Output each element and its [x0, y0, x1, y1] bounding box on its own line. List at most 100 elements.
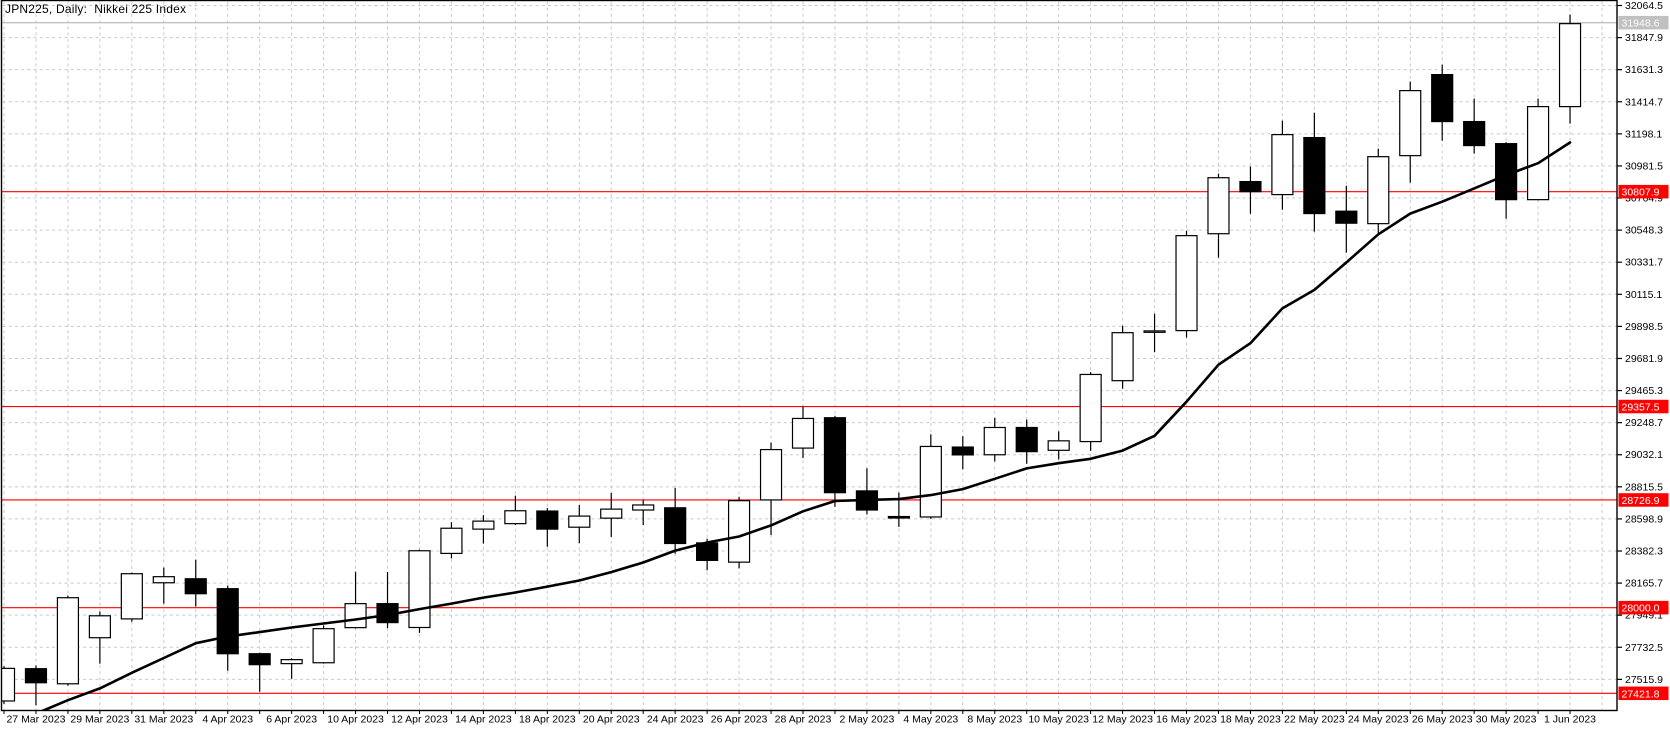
y-axis-label: 31631.3: [1625, 64, 1663, 76]
y-axis-label: 31198.1: [1625, 128, 1662, 140]
candle: [1047, 431, 1070, 460]
candle: [1431, 64, 1454, 141]
current-price-label: 31948.6: [1618, 15, 1669, 30]
candle-body-bullish: [280, 659, 303, 665]
candle-body-bullish: [983, 426, 1006, 456]
candle-body-bearish: [24, 668, 48, 684]
candle: [408, 549, 431, 633]
y-axis-label: 30548.3: [1625, 225, 1663, 237]
candle: [504, 495, 527, 525]
candle: [1111, 325, 1134, 389]
x-axis-label: 18 May 2023: [1220, 714, 1281, 726]
current-price-label-text: 31948.6: [1622, 18, 1660, 30]
candle-body-bullish: [727, 500, 751, 563]
x-axis-label: 12 May 2023: [1092, 714, 1153, 726]
candle: [248, 652, 271, 692]
candle-body-bearish: [1239, 180, 1262, 193]
x-axis-label: 2 May 2023: [839, 714, 894, 726]
x-axis-label: 18 Apr 2023: [519, 714, 576, 726]
candle: [632, 499, 655, 526]
x-axis: 27 Mar 2023 29 Mar 2023 31 Mar 2023 4 Apr 2…: [3, 710, 1596, 726]
x-axis-label: 20 Apr 2023: [583, 714, 640, 726]
price-level-label: 27421.8: [1618, 686, 1669, 700]
candle: [120, 572, 143, 622]
x-axis-label: 1 Jun 2023: [1544, 714, 1596, 726]
candle: [1367, 148, 1390, 234]
candle-body-bullish: [1558, 23, 1582, 108]
chart-title: JPN225, Daily: Nikkei 225 Index: [5, 2, 187, 16]
candle-body-bullish: [759, 448, 783, 501]
x-axis-label: 31 Mar 2023: [134, 714, 193, 726]
candle: [88, 611, 111, 664]
candle-body-bearish: [1335, 210, 1358, 224]
candle: [472, 515, 495, 544]
candle-body-bullish: [1047, 440, 1070, 451]
candle: [1558, 14, 1582, 124]
candle: [1399, 81, 1422, 183]
price-level-label-text: 30807.9: [1622, 187, 1660, 199]
candle-body-bearish: [248, 653, 271, 666]
candle: [1271, 120, 1294, 210]
y-axis-label: 28165.7: [1625, 578, 1663, 590]
candle: [280, 658, 303, 679]
candle: [1015, 419, 1038, 464]
candle-body-bullish: [312, 628, 335, 664]
x-axis-label: 27 Mar 2023: [6, 714, 65, 726]
candle: [1335, 185, 1358, 253]
y-axis-label: 28815.5: [1625, 481, 1663, 493]
candle: [1239, 166, 1262, 214]
candle-body-bearish: [951, 446, 974, 456]
x-axis-label: 10 May 2023: [1028, 714, 1089, 726]
y-axis-label: 29681.9: [1625, 353, 1663, 365]
price-level-label-text: 29357.5: [1622, 402, 1660, 414]
candle-body-bullish: [1175, 235, 1198, 332]
candle-body-bullish: [1, 667, 16, 702]
y-axis-label: 31414.7: [1625, 96, 1663, 108]
y-axis-label: 27732.5: [1625, 642, 1663, 654]
price-level-label-text: 28726.9: [1622, 495, 1660, 507]
candle-body-bullish: [1526, 106, 1550, 201]
x-axis-label: 22 May 2023: [1284, 714, 1345, 726]
x-axis-label: 10 Apr 2023: [327, 714, 384, 726]
candle: [376, 572, 399, 629]
price-level-lines: [1, 191, 1617, 694]
x-axis-label: 24 May 2023: [1348, 714, 1409, 726]
candle-body-bearish: [1015, 426, 1038, 453]
candle-body-bullish: [88, 615, 111, 639]
candle-body-bullish: [919, 445, 942, 518]
candle-body-bullish: [1367, 156, 1390, 225]
y-axis-label: 30981.5: [1625, 160, 1663, 172]
candle-body-bearish: [823, 417, 847, 494]
grid-lines: [2, 1, 1616, 710]
candle: [440, 522, 463, 559]
candle: [791, 406, 815, 459]
candle-body-bearish: [536, 510, 559, 530]
candle-body-bearish: [216, 588, 239, 655]
candle: [536, 508, 559, 547]
candle: [1495, 142, 1518, 219]
candle: [823, 415, 847, 507]
x-axis-label: 29 Mar 2023: [70, 714, 129, 726]
candle-body-bullish: [1079, 373, 1102, 443]
candle: [312, 625, 335, 664]
candle: [568, 504, 591, 544]
x-axis-label: 4 May 2023: [903, 714, 958, 726]
candle-body-bullish: [1207, 177, 1230, 235]
candle-body-bearish: [1303, 136, 1326, 215]
moving-average-line: [40, 141, 1572, 711]
y-axis-label: 29465.3: [1625, 385, 1663, 397]
candle: [727, 496, 751, 569]
candle-body-bullish: [408, 550, 431, 629]
price-level-label-box: [1618, 493, 1669, 507]
price-level-label: 29357.5: [1618, 399, 1669, 414]
y-axis-label: 29248.7: [1625, 417, 1663, 429]
candle: [1526, 98, 1550, 201]
x-axis-label: 26 May 2023: [1412, 714, 1473, 726]
candle-body-bearish: [664, 507, 687, 545]
candle-body-bullish: [440, 527, 463, 555]
candle: [1175, 230, 1198, 338]
x-axis-label: 26 Apr 2023: [711, 714, 768, 726]
candle-body-bullish: [344, 603, 367, 629]
candle: [951, 436, 974, 470]
